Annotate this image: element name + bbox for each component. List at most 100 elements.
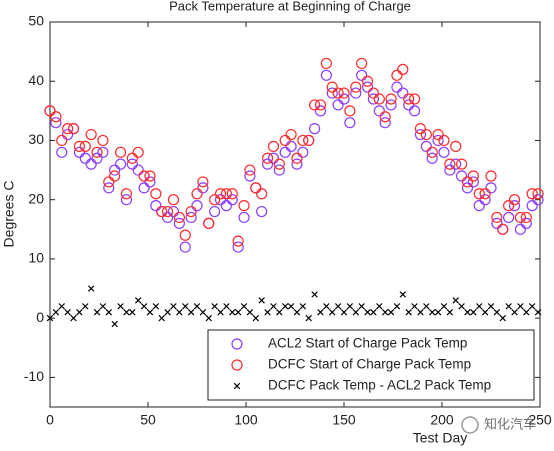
point bbox=[532, 188, 544, 200]
point bbox=[220, 188, 232, 200]
point bbox=[193, 303, 201, 310]
point bbox=[220, 200, 232, 212]
point bbox=[534, 309, 542, 316]
point bbox=[232, 241, 244, 253]
y-tick-label: 50 bbox=[28, 13, 44, 29]
point bbox=[126, 158, 138, 170]
point bbox=[238, 211, 250, 224]
point bbox=[150, 200, 162, 212]
point bbox=[403, 93, 415, 105]
point bbox=[387, 309, 395, 316]
point bbox=[226, 194, 238, 206]
point bbox=[381, 309, 389, 316]
y-tick-label: 30 bbox=[28, 131, 44, 147]
point bbox=[109, 170, 121, 182]
point bbox=[403, 99, 415, 111]
point bbox=[132, 146, 144, 158]
point bbox=[434, 309, 442, 316]
point bbox=[508, 200, 521, 212]
point bbox=[467, 176, 479, 188]
point bbox=[444, 158, 456, 170]
point bbox=[391, 81, 403, 93]
legend-marker bbox=[231, 359, 243, 371]
point bbox=[370, 309, 377, 316]
point bbox=[320, 69, 332, 81]
point bbox=[270, 303, 277, 310]
point bbox=[356, 69, 368, 81]
point bbox=[79, 152, 91, 164]
point bbox=[426, 152, 438, 164]
point bbox=[438, 134, 450, 147]
point bbox=[461, 182, 474, 194]
point bbox=[508, 194, 521, 206]
point bbox=[73, 146, 86, 158]
point bbox=[261, 152, 274, 164]
point bbox=[244, 164, 256, 176]
point bbox=[203, 217, 215, 229]
point bbox=[267, 140, 280, 152]
legend-label: DCFC Start of Charge Pack Temp bbox=[268, 357, 471, 372]
point bbox=[87, 285, 95, 292]
x-tick-label: 0 bbox=[46, 412, 54, 428]
point bbox=[140, 303, 148, 310]
point bbox=[97, 146, 109, 158]
point bbox=[56, 146, 68, 158]
point bbox=[211, 303, 218, 310]
point bbox=[450, 140, 462, 152]
point bbox=[191, 188, 203, 200]
point bbox=[338, 87, 350, 99]
point bbox=[373, 93, 385, 105]
point bbox=[179, 241, 191, 253]
point bbox=[232, 235, 244, 247]
point bbox=[146, 309, 154, 316]
y-tick-label: -10 bbox=[24, 368, 44, 384]
point bbox=[62, 123, 74, 135]
point bbox=[240, 303, 248, 310]
point bbox=[299, 303, 307, 310]
point bbox=[367, 87, 379, 99]
point bbox=[256, 205, 268, 218]
point bbox=[491, 211, 503, 224]
point bbox=[297, 134, 309, 147]
point bbox=[426, 146, 438, 158]
point bbox=[252, 314, 260, 322]
point bbox=[209, 205, 221, 218]
x-axis-label: Test Day bbox=[413, 430, 467, 446]
point bbox=[532, 194, 544, 206]
point bbox=[279, 146, 291, 158]
point bbox=[250, 182, 262, 194]
point bbox=[120, 194, 133, 206]
point bbox=[67, 123, 80, 135]
point bbox=[134, 297, 142, 304]
point bbox=[332, 99, 344, 111]
watermark: 知化汽车 bbox=[461, 416, 536, 434]
point bbox=[291, 158, 303, 170]
point bbox=[479, 194, 491, 206]
point bbox=[456, 158, 468, 170]
point bbox=[332, 87, 344, 99]
legend-label: DCFC Pack Temp - ACL2 Pack Temp bbox=[268, 378, 491, 393]
point bbox=[361, 81, 374, 93]
point bbox=[197, 182, 209, 194]
point bbox=[246, 309, 254, 316]
point bbox=[261, 158, 274, 170]
point bbox=[191, 200, 203, 212]
y-axis-label: Degrees C bbox=[1, 181, 17, 248]
point bbox=[138, 182, 150, 194]
point bbox=[344, 105, 356, 117]
x-tick-label: 250 bbox=[528, 412, 552, 428]
point bbox=[291, 152, 303, 164]
point bbox=[91, 152, 103, 164]
point bbox=[170, 303, 177, 310]
point bbox=[58, 303, 65, 310]
point bbox=[226, 188, 238, 200]
point bbox=[297, 146, 309, 158]
point bbox=[187, 309, 195, 316]
point bbox=[438, 146, 450, 158]
x-tick-label: 50 bbox=[140, 412, 156, 428]
watermark-icon bbox=[461, 416, 479, 434]
point bbox=[503, 211, 515, 224]
point bbox=[303, 134, 315, 147]
point bbox=[397, 87, 409, 99]
point bbox=[417, 309, 424, 316]
